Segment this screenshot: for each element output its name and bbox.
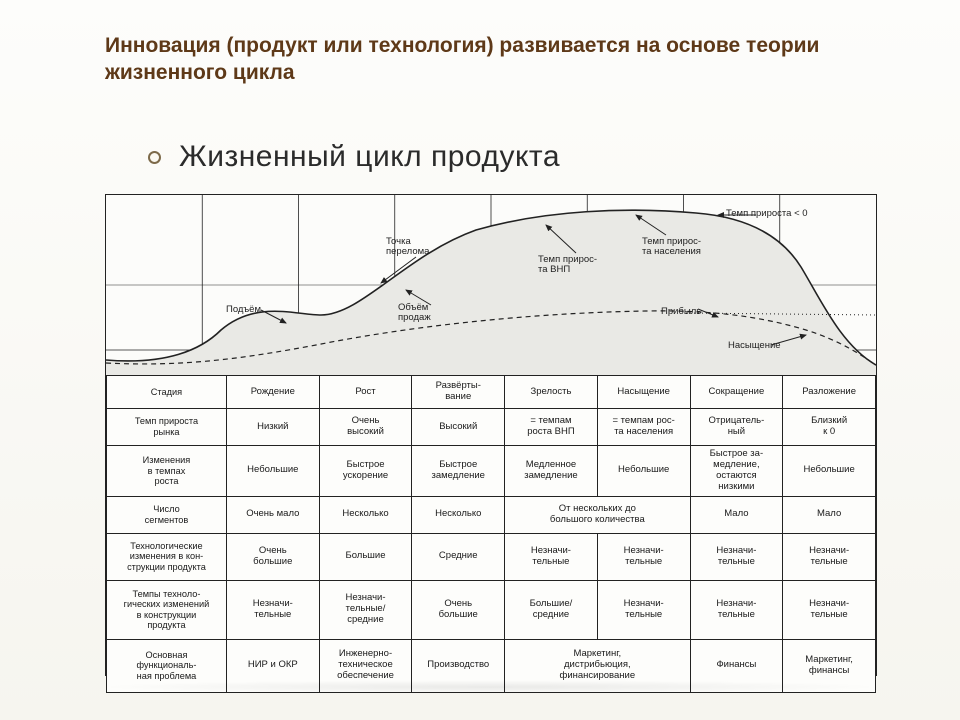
table-cell: Стадия	[107, 376, 227, 409]
table-cell: Незначи-тельные	[783, 533, 876, 580]
title-block: Инновация (продукт или технология) разви…	[105, 32, 875, 87]
table-cell: Незначи-тельные	[690, 580, 783, 639]
table-cell: Зрелость	[505, 376, 598, 409]
table-cell: Несколько	[412, 496, 505, 533]
table-cell: Низкий	[226, 409, 319, 446]
table-cell: Мало	[783, 496, 876, 533]
table-cell: Оченьбольшие	[412, 580, 505, 639]
curve-label: Подъём	[226, 305, 261, 315]
table-cell: Рождение	[226, 376, 319, 409]
curve-label: Темп прирос- та населения	[642, 237, 701, 258]
table-cell: Насыщение	[597, 376, 690, 409]
curve-label: Насыщение	[728, 341, 781, 351]
table-cell: Сокращение	[690, 376, 783, 409]
table-cell: Маркетинг,финансы	[783, 639, 876, 692]
table-cell: Незначи-тельные	[690, 533, 783, 580]
table-cell: Небольшие	[783, 446, 876, 497]
table-cell: Рост	[319, 376, 412, 409]
table-cell: Темп приростарынка	[107, 409, 227, 446]
table-cell: Большие/средние	[505, 580, 598, 639]
table-cell: = темпам рос-та населения	[597, 409, 690, 446]
table-cell: Близкийк 0	[783, 409, 876, 446]
lifecycle-figure: Подъём Точка перелома Объём продаж Темп при…	[105, 194, 877, 676]
table-cell: Оченьбольшие	[226, 533, 319, 580]
table-cell: Высокий	[412, 409, 505, 446]
table-cell: Числосегментов	[107, 496, 227, 533]
lifecycle-table: СтадияРождениеРостРазвёрты-ваниеЗрелость…	[106, 375, 876, 693]
table-cell: Незначи-тельные	[505, 533, 598, 580]
table-cell: Очень мало	[226, 496, 319, 533]
table-cell: Большие	[319, 533, 412, 580]
table-cell: Развёрты-вание	[412, 376, 505, 409]
table-cell: Быстрое за-медление,остаютсянизкими	[690, 446, 783, 497]
table-cell: Технологическиеизменения в кон-струкции …	[107, 533, 227, 580]
table-cell: = темпамроста ВНП	[505, 409, 598, 446]
curve-label: Темп прирос- та ВНП	[538, 255, 597, 276]
table-cell: Инженерно-техническоеобеспечение	[319, 639, 412, 692]
table-cell: Отрицатель-ный	[690, 409, 783, 446]
curve-area: Подъём Точка перелома Объём продаж Темп при…	[106, 195, 876, 375]
curve-label: Объём продаж	[398, 303, 431, 324]
table-cell: Основнаяфункциональ-ная проблема	[107, 639, 227, 692]
table-cell: Незначи-тельные/средние	[319, 580, 412, 639]
table-cell: Финансы	[690, 639, 783, 692]
table-cell: Оченьвысокий	[319, 409, 412, 446]
table-cell: Быстроеускорение	[319, 446, 412, 497]
slide-title: Инновация (продукт или технология) разви…	[105, 32, 875, 87]
table-cell: Разложение	[783, 376, 876, 409]
subtitle-text: Жизненный цикл продукта	[179, 140, 560, 174]
table-cell: Небольшие	[226, 446, 319, 497]
subtitle-block: Жизненный цикл продукта	[148, 140, 848, 174]
curve-label: Точка перелома	[386, 237, 429, 258]
table-cell: Измененияв темпахроста	[107, 446, 227, 497]
slide: Инновация (продукт или технология) разви…	[0, 0, 960, 720]
table-cell: Незначи-тельные	[226, 580, 319, 639]
table-cell: Незначи-тельные	[597, 533, 690, 580]
table-cell: Темпы техноло-гических измененийв констр…	[107, 580, 227, 639]
curve-label: Прибыль	[661, 307, 701, 317]
curve-label: Темп прироста < 0	[726, 209, 808, 219]
bullet-row: Жизненный цикл продукта	[148, 140, 848, 174]
table-cell: Маркетинг,дистрибьюция,финансирование	[505, 639, 690, 692]
table-cell: Мало	[690, 496, 783, 533]
table-cell: Незначи-тельные	[783, 580, 876, 639]
table-cell: От нескольких добольшого количества	[505, 496, 690, 533]
table-cell: Быстроезамедление	[412, 446, 505, 497]
bullet-icon	[148, 151, 161, 164]
table-cell: Средние	[412, 533, 505, 580]
table-cell: Производство	[412, 639, 505, 692]
table-cell: НИР и ОКР	[226, 639, 319, 692]
table-cell: Незначи-тельные	[597, 580, 690, 639]
table-cell: Медленноезамедление	[505, 446, 598, 497]
table-cell: Небольшие	[597, 446, 690, 497]
table-cell: Несколько	[319, 496, 412, 533]
